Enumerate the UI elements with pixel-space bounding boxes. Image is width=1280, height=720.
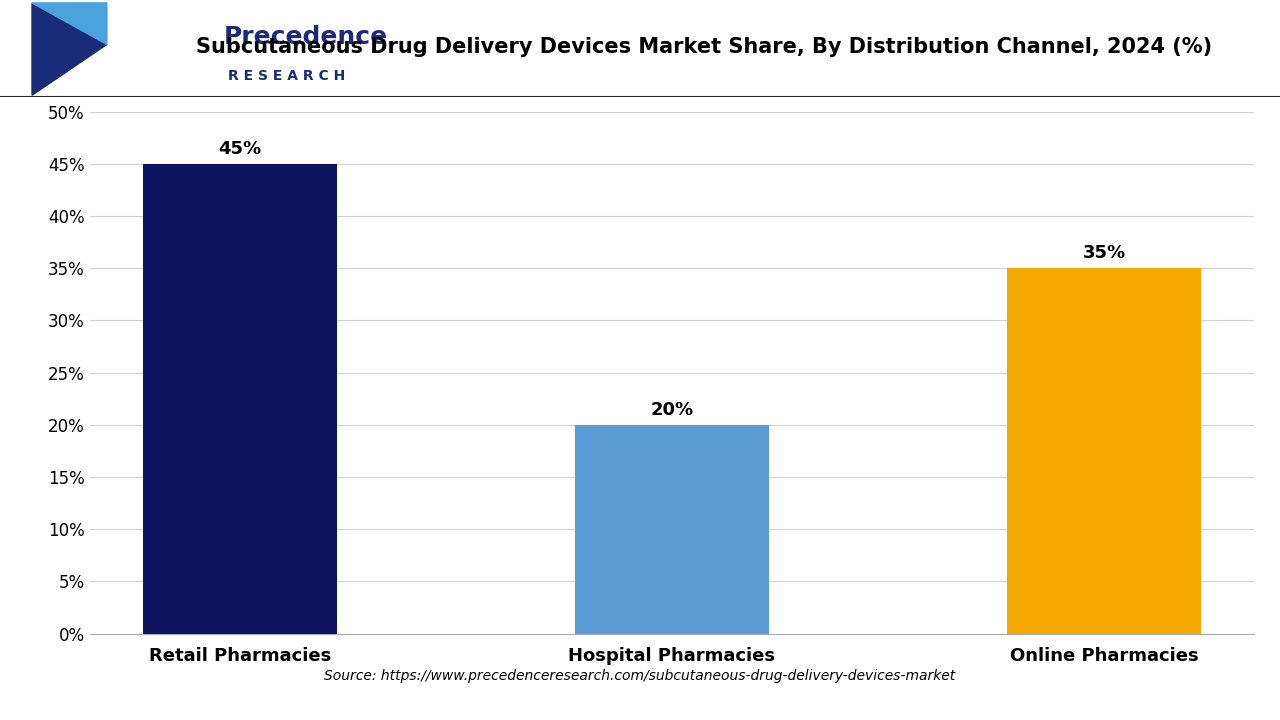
Polygon shape (32, 3, 108, 95)
Text: Source: https://www.precedenceresearch.com/subcutaneous-drug-delivery-devices-ma: Source: https://www.precedenceresearch.c… (324, 670, 956, 683)
Text: 35%: 35% (1083, 244, 1126, 262)
Bar (142, 163, 337, 634)
Polygon shape (32, 3, 108, 45)
Bar (1007, 268, 1202, 634)
Text: Subcutaneous Drug Delivery Devices Market Share, By Distribution Channel, 2024 (: Subcutaneous Drug Delivery Devices Marke… (196, 37, 1212, 57)
Text: R E S E A R C H: R E S E A R C H (228, 69, 346, 83)
Text: Precedence: Precedence (224, 25, 388, 49)
Text: 45%: 45% (218, 140, 261, 158)
Bar (575, 425, 769, 634)
Text: 20%: 20% (650, 400, 694, 418)
